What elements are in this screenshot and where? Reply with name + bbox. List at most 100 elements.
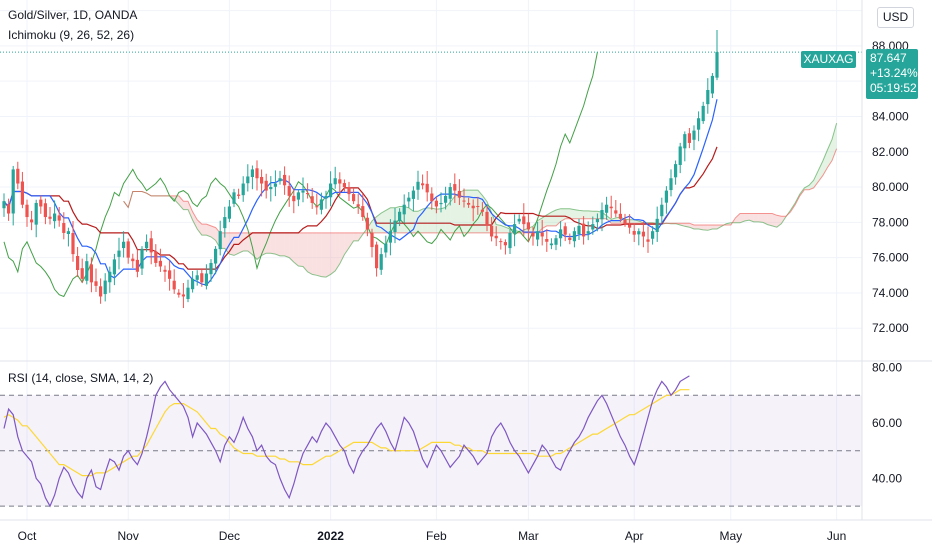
cloud-segment [454,192,460,233]
time-tick-label: Apr [625,529,644,543]
candle-body [66,231,70,234]
candle-body [172,280,176,290]
candle-body [287,186,291,196]
candle-body [80,268,84,279]
time-tick-label: May [719,529,742,543]
cloud-segment [694,225,699,229]
chart-title: Gold/Silver, 1D, OANDA [8,8,138,22]
cloud-segment [183,201,188,210]
rsi-tick-label: 80.00 [872,361,902,375]
cloud-segment [579,210,584,219]
candle-body [651,231,655,239]
candle-body [85,261,89,281]
cloud-segment [634,219,639,224]
candle-body [618,213,622,219]
rsi-band-fill [0,395,862,507]
candle-body [664,190,668,203]
candle-body [347,187,351,195]
cloud-segment [178,195,184,210]
candle-body [99,286,103,297]
ichimoku-lines [0,51,862,298]
cloud-segment [574,209,579,219]
cloud-segment [238,232,244,254]
candle-body [16,168,20,184]
candle-body [122,241,126,249]
candle-body [379,254,383,270]
candle-body [503,242,507,246]
candle-body [361,206,365,218]
candle-body [342,183,346,188]
time-tick-label: Mar [518,529,539,543]
cloud-segment [293,232,299,267]
candle-body [310,196,314,203]
cloud-segment [427,207,432,233]
candle-body [439,202,443,205]
candle-body [62,223,66,233]
cloud-segment [758,213,763,223]
candle-body [103,280,107,295]
senkou-span-b-line [123,148,838,234]
cloud-segment [583,210,589,219]
candle-body [108,271,112,283]
cloud-segment [257,232,262,260]
senkou-span-a-line [123,122,838,278]
candle-body [609,206,613,209]
candle-body [646,239,650,242]
rsi-panel [0,360,932,508]
candle-body [480,209,484,212]
candle-body [499,241,503,243]
price-change: +13.24% [870,66,918,80]
candle-body [398,211,402,222]
candle-body [425,183,429,193]
cloud-segment [431,208,437,233]
candle-body [154,251,158,263]
indicator-label: Ichimoku (9, 26, 52, 26) [8,28,135,42]
candle-body [586,231,590,234]
cloud-segment [500,225,506,233]
candle-body [214,248,218,264]
candle-body [508,232,512,249]
cloud-segment [321,232,326,278]
candle-body [416,181,420,190]
candle-body [568,237,572,240]
rsi-line [3,375,690,508]
candle-body [43,203,47,218]
candle-body [402,204,406,215]
candle-body [177,292,181,295]
cloud-segment [261,232,267,256]
cloud-segment [284,232,290,258]
candle-body [200,273,204,283]
cloud-segment [703,225,708,231]
candle-body [191,278,195,290]
candle-body [131,258,135,262]
cloud-segment [753,213,759,222]
candle-body [7,203,11,214]
cloud-segment [418,209,423,233]
cloud-segment [224,232,230,255]
candle-body [453,184,457,191]
cloud-segment [270,232,276,255]
cloud-segment [592,211,598,219]
candle-body [674,164,678,178]
candle-body [375,244,379,269]
time-tick-label: Oct [18,529,37,543]
cloud-segment [211,225,216,241]
currency-button[interactable]: USD [877,7,914,28]
candle-body [485,211,489,226]
candle-body [513,224,517,234]
time-tick-label: Dec [219,529,240,543]
candle-body [632,230,636,235]
candle-body [536,231,540,240]
time-tick-label: Feb [426,529,447,543]
candle-body [209,262,213,275]
countdown: 05:19:52 [870,81,917,95]
cloud-segment [266,232,271,254]
price-tick-label: 72.000 [872,321,909,335]
candle-body [572,231,576,242]
candle-body [273,183,277,187]
candle-body [48,216,52,219]
candle-body [76,255,80,270]
cloud-segment [298,232,303,267]
cloud-segment [477,190,483,233]
cloud-segment [749,213,754,222]
